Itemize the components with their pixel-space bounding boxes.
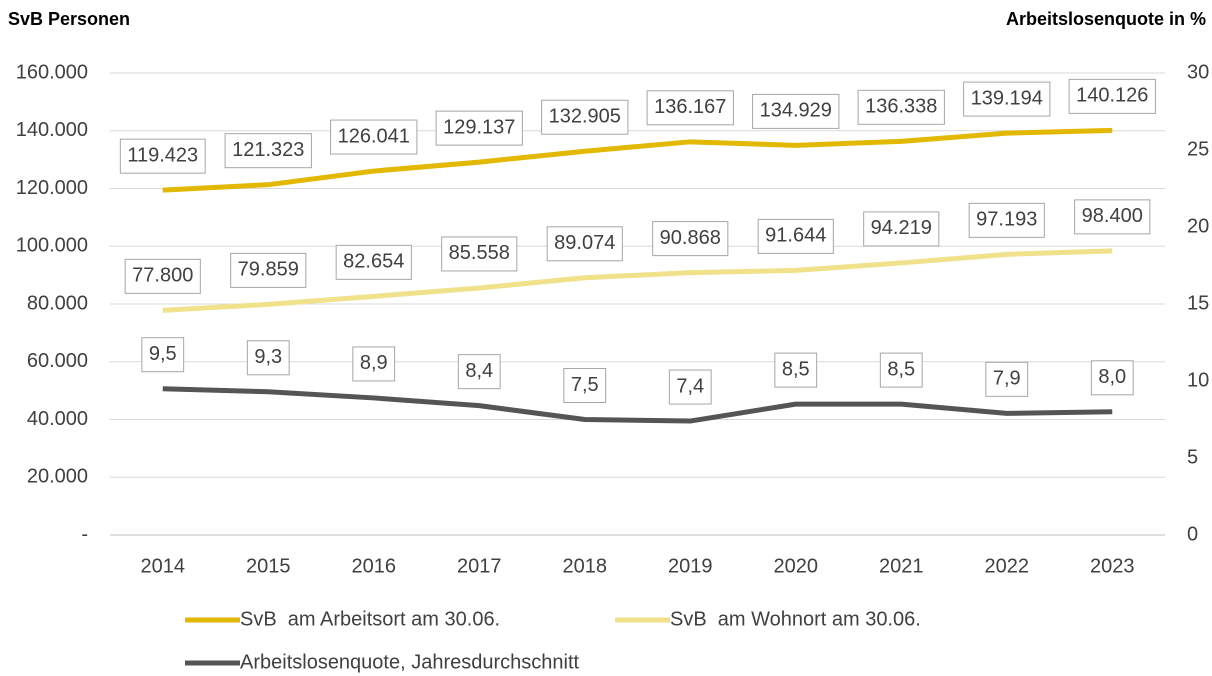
x-tick-label: 2023 bbox=[1090, 555, 1135, 577]
data-label-box bbox=[335, 244, 412, 280]
data-label-box bbox=[668, 369, 712, 405]
data-label-box bbox=[1068, 78, 1156, 114]
data-label: 7,4 bbox=[676, 375, 704, 397]
data-label-box bbox=[968, 202, 1045, 238]
series-line bbox=[162, 127, 1113, 193]
data-label-box bbox=[119, 138, 206, 174]
data-label-box bbox=[541, 99, 629, 135]
series-line bbox=[162, 248, 1113, 313]
data-label: 140.126 bbox=[1076, 85, 1148, 107]
data-label-box bbox=[563, 368, 607, 403]
data-label-box bbox=[435, 110, 523, 146]
data-label: 7,9 bbox=[993, 368, 1021, 390]
data-label: 79.859 bbox=[238, 259, 299, 281]
data-label: 98.400 bbox=[1082, 205, 1143, 227]
y-tick-label: 20.000 bbox=[27, 466, 88, 488]
data-label-box bbox=[985, 361, 1029, 397]
y2-tick-label: 0 bbox=[1187, 523, 1198, 545]
x-tick-label: 2017 bbox=[457, 555, 502, 577]
legend-label: SvB am Arbeitsort am 30.06. bbox=[240, 608, 500, 630]
y-tick-label: 100.000 bbox=[16, 235, 88, 257]
data-label: 121.323 bbox=[232, 139, 304, 161]
y2-tick-label: 20 bbox=[1187, 215, 1209, 237]
data-label-box bbox=[1074, 199, 1151, 235]
data-label-box bbox=[774, 352, 818, 388]
y-axis-title: SvB Personen bbox=[8, 9, 130, 29]
data-label: 129.137 bbox=[443, 116, 515, 138]
data-label: 77.800 bbox=[132, 265, 193, 287]
x-tick-label: 2021 bbox=[879, 555, 924, 577]
data-label-box bbox=[963, 81, 1051, 117]
data-label-box bbox=[752, 93, 840, 129]
x-tick-label: 2014 bbox=[141, 555, 186, 577]
data-label: 89.074 bbox=[554, 232, 615, 254]
data-label: 97.193 bbox=[976, 209, 1037, 231]
y-tick-label: 140.000 bbox=[16, 119, 88, 141]
y2-tick-label: 10 bbox=[1187, 369, 1209, 391]
y-tick-label: 60.000 bbox=[27, 350, 88, 372]
y2-tick-label: 15 bbox=[1187, 292, 1209, 314]
y-tick-label: 120.000 bbox=[16, 177, 88, 199]
data-label: 90.868 bbox=[660, 227, 721, 249]
data-label-box bbox=[863, 211, 940, 247]
data-label: 8,9 bbox=[360, 352, 388, 374]
x-tick-label: 2020 bbox=[774, 555, 819, 577]
data-label-box bbox=[124, 258, 201, 294]
data-label-box bbox=[652, 221, 729, 257]
data-label: 82.654 bbox=[343, 251, 404, 273]
data-label-box bbox=[857, 89, 945, 125]
data-label-box bbox=[230, 252, 307, 288]
data-label-box bbox=[646, 90, 734, 126]
data-label: 8,0 bbox=[1098, 366, 1126, 388]
data-label: 132.905 bbox=[549, 106, 621, 128]
legend-label: Arbeitslosenquote, Jahresdurchschnitt bbox=[240, 651, 580, 673]
data-label: 9,3 bbox=[254, 346, 282, 368]
data-label: 91.644 bbox=[765, 225, 826, 247]
data-label: 85.558 bbox=[449, 242, 510, 264]
data-label-box bbox=[352, 346, 396, 382]
data-label-box bbox=[224, 133, 312, 169]
y2-axis-title: Arbeitslosenquote in % bbox=[1006, 9, 1206, 29]
data-label-box bbox=[330, 119, 418, 155]
y-tick-label: 40.000 bbox=[27, 408, 88, 430]
x-tick-label: 2016 bbox=[352, 555, 397, 577]
data-label: 9,5 bbox=[149, 343, 177, 365]
y-tick-label: - bbox=[81, 523, 88, 545]
data-label: 8,5 bbox=[782, 358, 810, 380]
data-label-box bbox=[1090, 360, 1134, 396]
y-tick-label: 80.000 bbox=[27, 292, 88, 314]
data-label: 119.423 bbox=[127, 144, 198, 166]
data-label: 139.194 bbox=[971, 87, 1043, 109]
data-label-box bbox=[457, 354, 501, 390]
data-label-box bbox=[879, 352, 923, 388]
x-tick-label: 2015 bbox=[246, 555, 291, 577]
x-tick-label: 2018 bbox=[563, 555, 608, 577]
data-label: 136.338 bbox=[865, 96, 937, 118]
data-label-box bbox=[246, 340, 290, 376]
y2-tick-label: 30 bbox=[1187, 61, 1209, 83]
y2-tick-label: 5 bbox=[1187, 446, 1198, 468]
y2-tick-label: 25 bbox=[1187, 138, 1209, 160]
x-tick-label: 2022 bbox=[985, 555, 1030, 577]
data-label-box bbox=[546, 226, 623, 262]
data-label: 136.167 bbox=[654, 96, 726, 118]
y-tick-label: 160.000 bbox=[16, 61, 88, 83]
data-label: 94.219 bbox=[871, 217, 932, 239]
data-label: 8,5 bbox=[887, 358, 915, 380]
legend-label: SvB am Wohnort am 30.06. bbox=[670, 608, 921, 630]
data-label: 134.929 bbox=[760, 100, 832, 122]
data-label: 8,4 bbox=[465, 360, 493, 382]
data-label-box bbox=[441, 236, 518, 272]
data-label: 7,5 bbox=[571, 374, 599, 396]
x-tick-label: 2019 bbox=[668, 555, 713, 577]
data-label-box bbox=[141, 337, 185, 373]
data-label: 126.041 bbox=[338, 125, 410, 147]
series-line bbox=[162, 386, 1113, 424]
data-label-box bbox=[757, 218, 834, 254]
